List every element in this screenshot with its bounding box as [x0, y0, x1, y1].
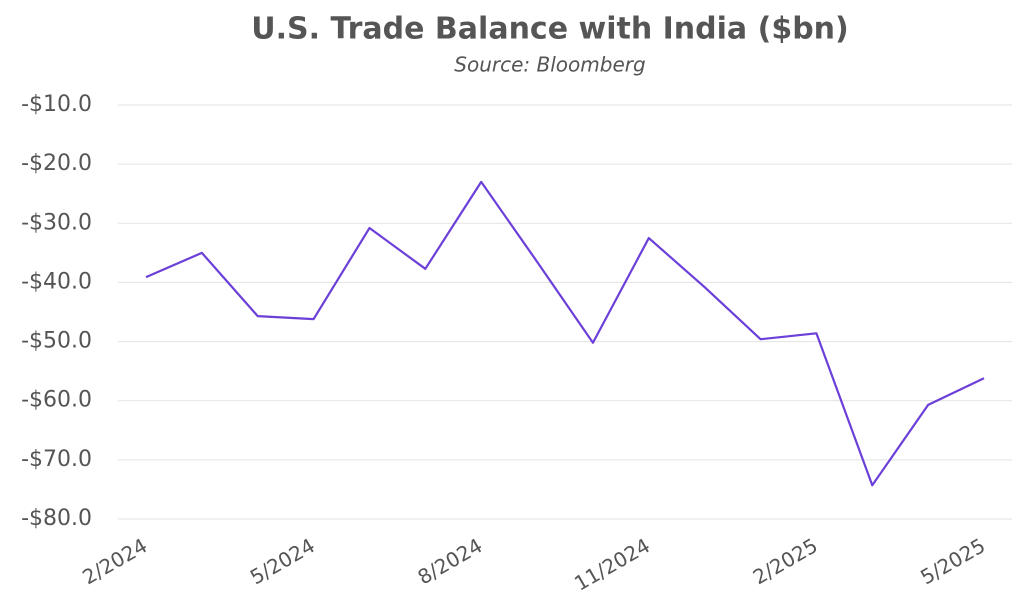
data-line — [145, 180, 985, 487]
x-tick-label: 5/2024 — [246, 533, 319, 589]
y-tick-label: -$70.0 — [21, 447, 92, 472]
y-tick-label: -$10.0 — [21, 92, 92, 117]
x-tick-label: 8/2024 — [414, 533, 487, 589]
y-tick-label: -$30.0 — [21, 210, 92, 235]
y-tick-label: -$60.0 — [21, 388, 92, 413]
chart-subtitle: Source: Bloomberg — [454, 53, 645, 77]
chart-title: U.S. Trade Balance with India ($bn) — [251, 12, 848, 47]
x-tick-label: 11/2024 — [570, 533, 654, 595]
y-tick-label: -$40.0 — [21, 269, 92, 294]
x-tick-label: 2/2024 — [78, 533, 151, 589]
y-tick-label: -$80.0 — [21, 506, 92, 531]
x-tick-label: 2/2025 — [749, 533, 822, 589]
x-tick-label: 5/2025 — [916, 533, 989, 589]
y-tick-label: -$20.0 — [21, 151, 92, 176]
y-tick-label: -$50.0 — [21, 329, 92, 354]
